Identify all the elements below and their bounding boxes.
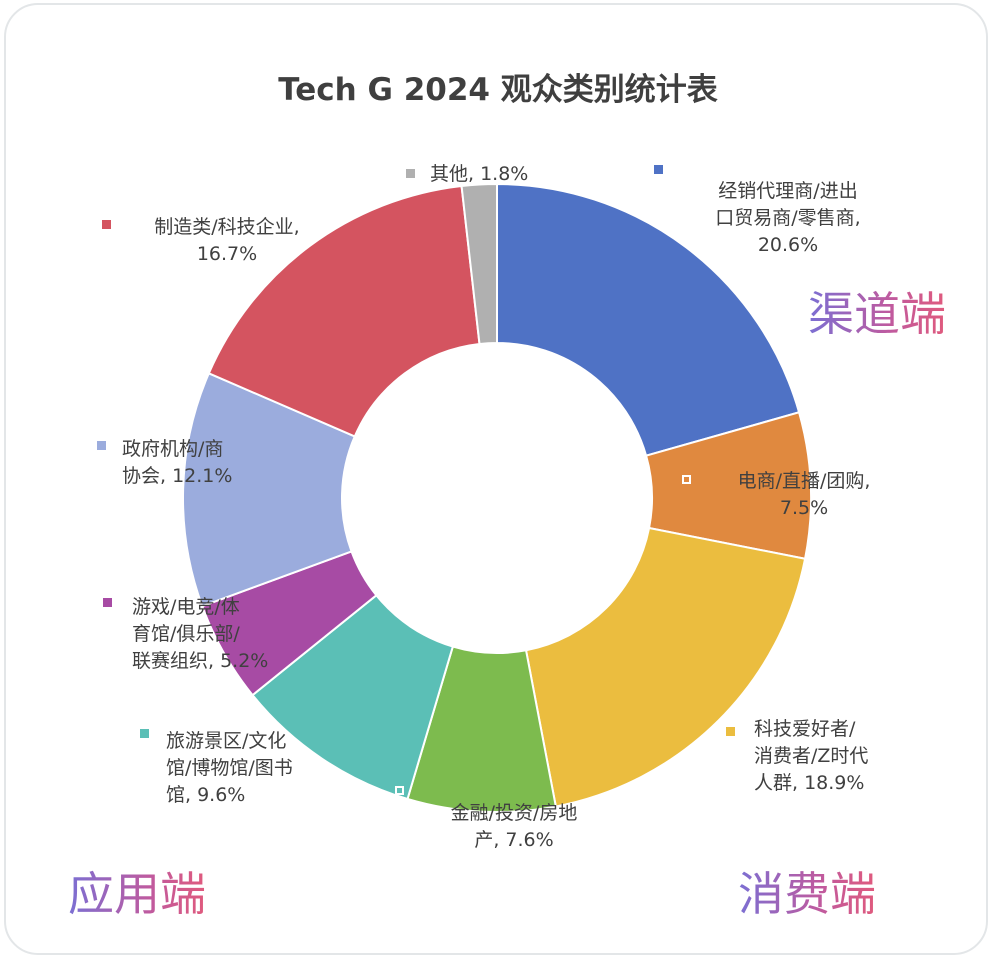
- slice-6: [182, 371, 357, 608]
- slice-label-line: 产, 7.6%: [474, 829, 554, 851]
- slice-label-1: 电商/直播/团购, 7.5%: [714, 468, 894, 522]
- legend-marker-1: [682, 475, 691, 484]
- group-label-channel: 渠道端: [808, 287, 946, 341]
- slice-label-line: 制造类/科技企业,: [154, 216, 300, 238]
- slice-label-line: 联赛组织, 5.2%: [132, 650, 269, 672]
- legend-marker-3: [395, 786, 404, 795]
- slice-label-2: 科技爱好者/消费者/Z时代 人群, 18.9%: [754, 716, 914, 797]
- legend-marker-4: [140, 729, 149, 738]
- slice-label-line: 政府机构/商: [122, 438, 224, 460]
- slice-label-line: 其他, 1.8%: [430, 163, 529, 185]
- slice-label-line: 馆, 9.6%: [166, 784, 246, 806]
- legend-marker-8: [406, 169, 415, 178]
- slice-label-3: 金融/投资/房地 产, 7.6%: [424, 800, 604, 854]
- slice-2: [524, 526, 807, 808]
- slice-label-line: 馆/博物馆/图书: [166, 757, 293, 779]
- slice-label-line: 7.5%: [779, 497, 829, 519]
- slice-label-line: 16.7%: [196, 243, 258, 265]
- slice-label-line: 育馆/俱乐部/: [132, 623, 240, 645]
- group-label-application: 应用端: [68, 867, 206, 921]
- slice-label-line: 金融/投资/房地: [450, 802, 578, 824]
- legend-marker-0: [654, 165, 663, 174]
- slice-7: [207, 184, 481, 438]
- group-label-consumer: 消费端: [738, 867, 876, 921]
- slice-label-line: 电商/直播/团购,: [737, 470, 871, 492]
- slice-label-line: 旅游景区/文化: [166, 730, 287, 752]
- slice-label-6: 政府机构/商 协会, 12.1%: [122, 436, 262, 490]
- slice-label-4: 旅游景区/文化 馆/博物馆/图书 馆, 9.6%: [166, 728, 346, 809]
- legend-marker-7: [102, 220, 111, 229]
- slice-label-line: 经销代理商/进出: [718, 180, 858, 202]
- slice-label-line: 游戏/电竞/体: [132, 596, 240, 618]
- slice-label-8: 其他, 1.8%: [430, 161, 560, 188]
- slice-label-line: 20.6%: [757, 234, 819, 256]
- slice-label-line: 人群, 18.9%: [754, 772, 865, 794]
- chart-title: Tech G 2024 观众类别统计表: [278, 72, 718, 108]
- slice-label-0: 经销代理商/进出 口贸易商/零售商, 20.6%: [688, 178, 888, 259]
- slice-8: [460, 182, 498, 346]
- legend-marker-5: [103, 598, 112, 607]
- slice-0: [496, 182, 801, 457]
- legend-marker-6: [97, 441, 106, 450]
- legend-marker-2: [726, 727, 735, 736]
- slice-label-5: 游戏/电竞/体 育馆/俱乐部/联赛组织, 5.2%: [132, 594, 302, 675]
- slice-label-line: 消费者/Z时代: [754, 745, 869, 767]
- slice-label-7: 制造类/科技企业, 16.7%: [132, 214, 322, 268]
- slice-label-line: 科技爱好者/: [754, 718, 856, 740]
- slice-label-line: 口贸易商/零售商,: [715, 207, 861, 229]
- slice-label-line: 协会, 12.1%: [122, 465, 233, 487]
